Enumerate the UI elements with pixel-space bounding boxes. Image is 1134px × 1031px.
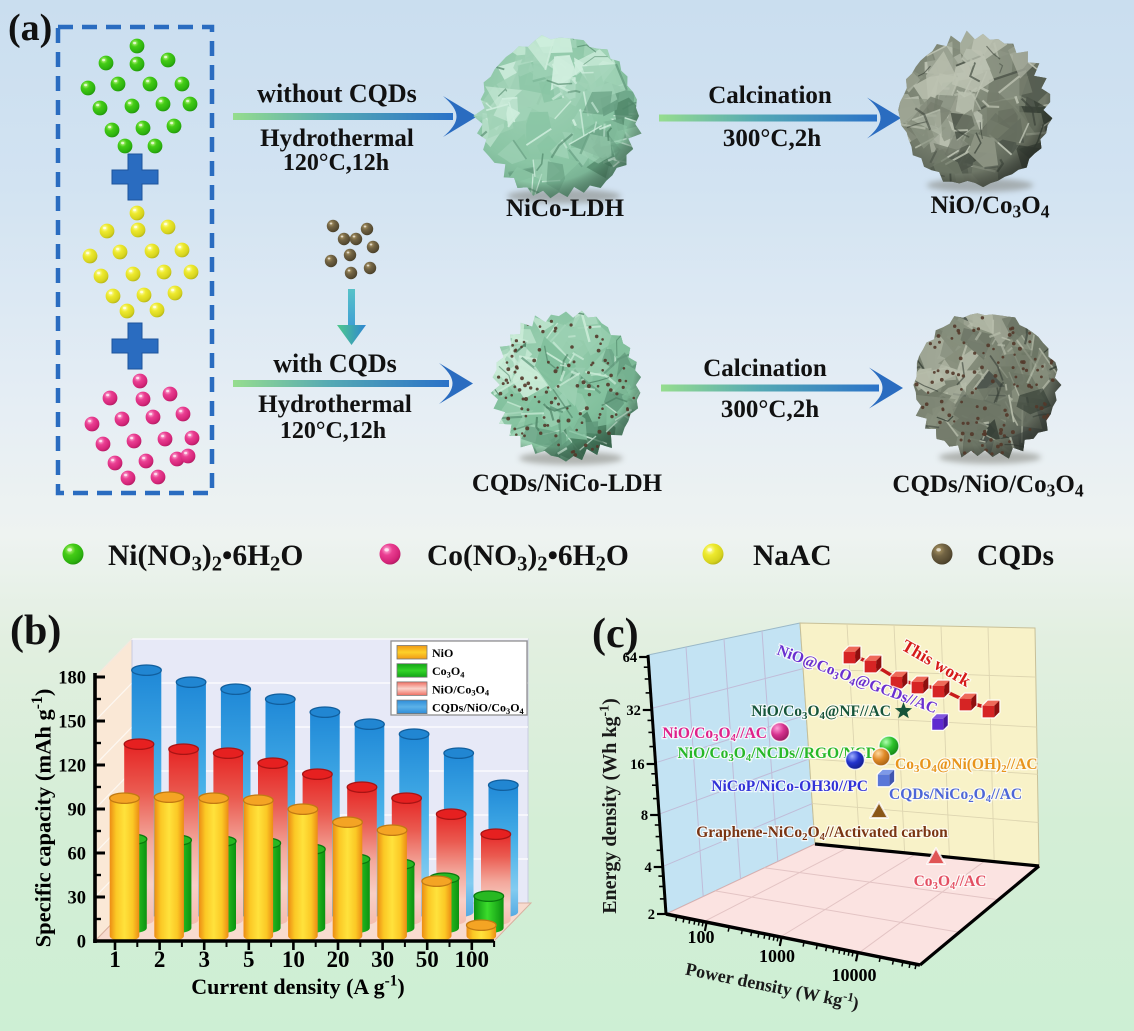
svg-text:3: 3 xyxy=(198,947,210,972)
svg-text:1000: 1000 xyxy=(759,946,795,966)
svg-text:10000: 10000 xyxy=(832,965,877,985)
svg-text:NiCo-LDH: NiCo-LDH xyxy=(506,195,625,222)
svg-text:Co3O4@Ni(OH)2//AC: Co3O4@Ni(OH)2//AC xyxy=(895,756,1038,775)
svg-text:CQDs/NiO/Co3O4: CQDs/NiO/Co3O4 xyxy=(432,701,525,716)
svg-text:Calcination: Calcination xyxy=(703,355,827,382)
svg-text:CQDs/NiO/Co3O4: CQDs/NiO/Co3O4 xyxy=(892,471,1083,501)
svg-text:150: 150 xyxy=(58,713,86,733)
svg-text:300°C,2h: 300°C,2h xyxy=(723,125,821,152)
svg-text:without CQDs: without CQDs xyxy=(257,79,417,108)
svg-text:120°C,12h: 120°C,12h xyxy=(280,418,386,444)
svg-text:16: 16 xyxy=(630,757,645,773)
svg-text:120°C,12h: 120°C,12h xyxy=(283,150,389,176)
svg-text:Calcination: Calcination xyxy=(708,82,832,109)
svg-text:Hydrothermal: Hydrothermal xyxy=(260,125,414,152)
svg-text:Current density (A g-1): Current density (A g-1) xyxy=(191,973,404,999)
svg-text:NiO/Co3O4@NF//AC: NiO/Co3O4@NF//AC xyxy=(751,703,891,722)
svg-text:30: 30 xyxy=(68,889,87,909)
svg-text:NiO/Co3O4: NiO/Co3O4 xyxy=(432,682,490,697)
svg-text:NiO: NiO xyxy=(432,646,453,660)
svg-text:50: 50 xyxy=(416,947,439,972)
svg-text:10: 10 xyxy=(282,947,305,972)
svg-text:Hydrothermal: Hydrothermal xyxy=(258,391,412,418)
svg-text:Specific capacity (mAh g-1): Specific capacity (mAh g-1) xyxy=(29,689,56,948)
svg-text:(b): (b) xyxy=(10,608,61,654)
svg-text:90: 90 xyxy=(68,801,87,821)
svg-text:CQDs: CQDs xyxy=(977,540,1054,572)
svg-text:Co(NO3)2•6H2O: Co(NO3)2•6H2O xyxy=(427,540,629,575)
svg-text:(a): (a) xyxy=(8,7,52,49)
svg-text:100: 100 xyxy=(688,927,715,947)
svg-text:(c): (c) xyxy=(592,611,639,657)
svg-text:5: 5 xyxy=(243,947,255,972)
svg-text:Energy density (Wh kg-1): Energy density (Wh kg-1) xyxy=(597,698,621,914)
svg-text:CQDs/NiCo-LDH: CQDs/NiCo-LDH xyxy=(472,470,663,497)
svg-text:32: 32 xyxy=(626,703,641,719)
svg-text:2: 2 xyxy=(648,907,655,923)
svg-text:20: 20 xyxy=(327,947,350,972)
svg-text:NiCoP/NiCo-OH30//PC: NiCoP/NiCo-OH30//PC xyxy=(711,778,868,795)
svg-text:30: 30 xyxy=(371,947,394,972)
svg-text:Ni(NO3)2•6H2O: Ni(NO3)2•6H2O xyxy=(108,540,303,575)
svg-text:Co3O4//AC: Co3O4//AC xyxy=(914,873,987,892)
svg-text:60: 60 xyxy=(68,845,87,865)
svg-text:NiO/Co3O4: NiO/Co3O4 xyxy=(931,192,1050,222)
svg-text:0: 0 xyxy=(77,933,86,953)
svg-text:NiO/Co3O4//AC: NiO/Co3O4//AC xyxy=(662,725,767,744)
svg-text:180: 180 xyxy=(58,669,86,689)
svg-text:100: 100 xyxy=(455,947,490,972)
svg-text:300°C,2h: 300°C,2h xyxy=(721,396,819,423)
svg-text:120: 120 xyxy=(58,757,86,777)
svg-text:with CQDs: with CQDs xyxy=(273,349,397,378)
svg-text:Co3O4: Co3O4 xyxy=(432,664,465,679)
svg-text:Graphene-NiCo2O4//Activated ca: Graphene-NiCo2O4//Activated carbon xyxy=(696,824,948,843)
svg-text:64: 64 xyxy=(623,650,638,666)
svg-text:2: 2 xyxy=(154,947,166,972)
svg-text:NaAC: NaAC xyxy=(753,540,832,572)
svg-text:4: 4 xyxy=(644,860,651,876)
svg-text:1: 1 xyxy=(109,947,121,972)
svg-text:8: 8 xyxy=(641,808,648,824)
svg-text:CQDs/NiCo2O4//AC: CQDs/NiCo2O4//AC xyxy=(889,786,1022,805)
